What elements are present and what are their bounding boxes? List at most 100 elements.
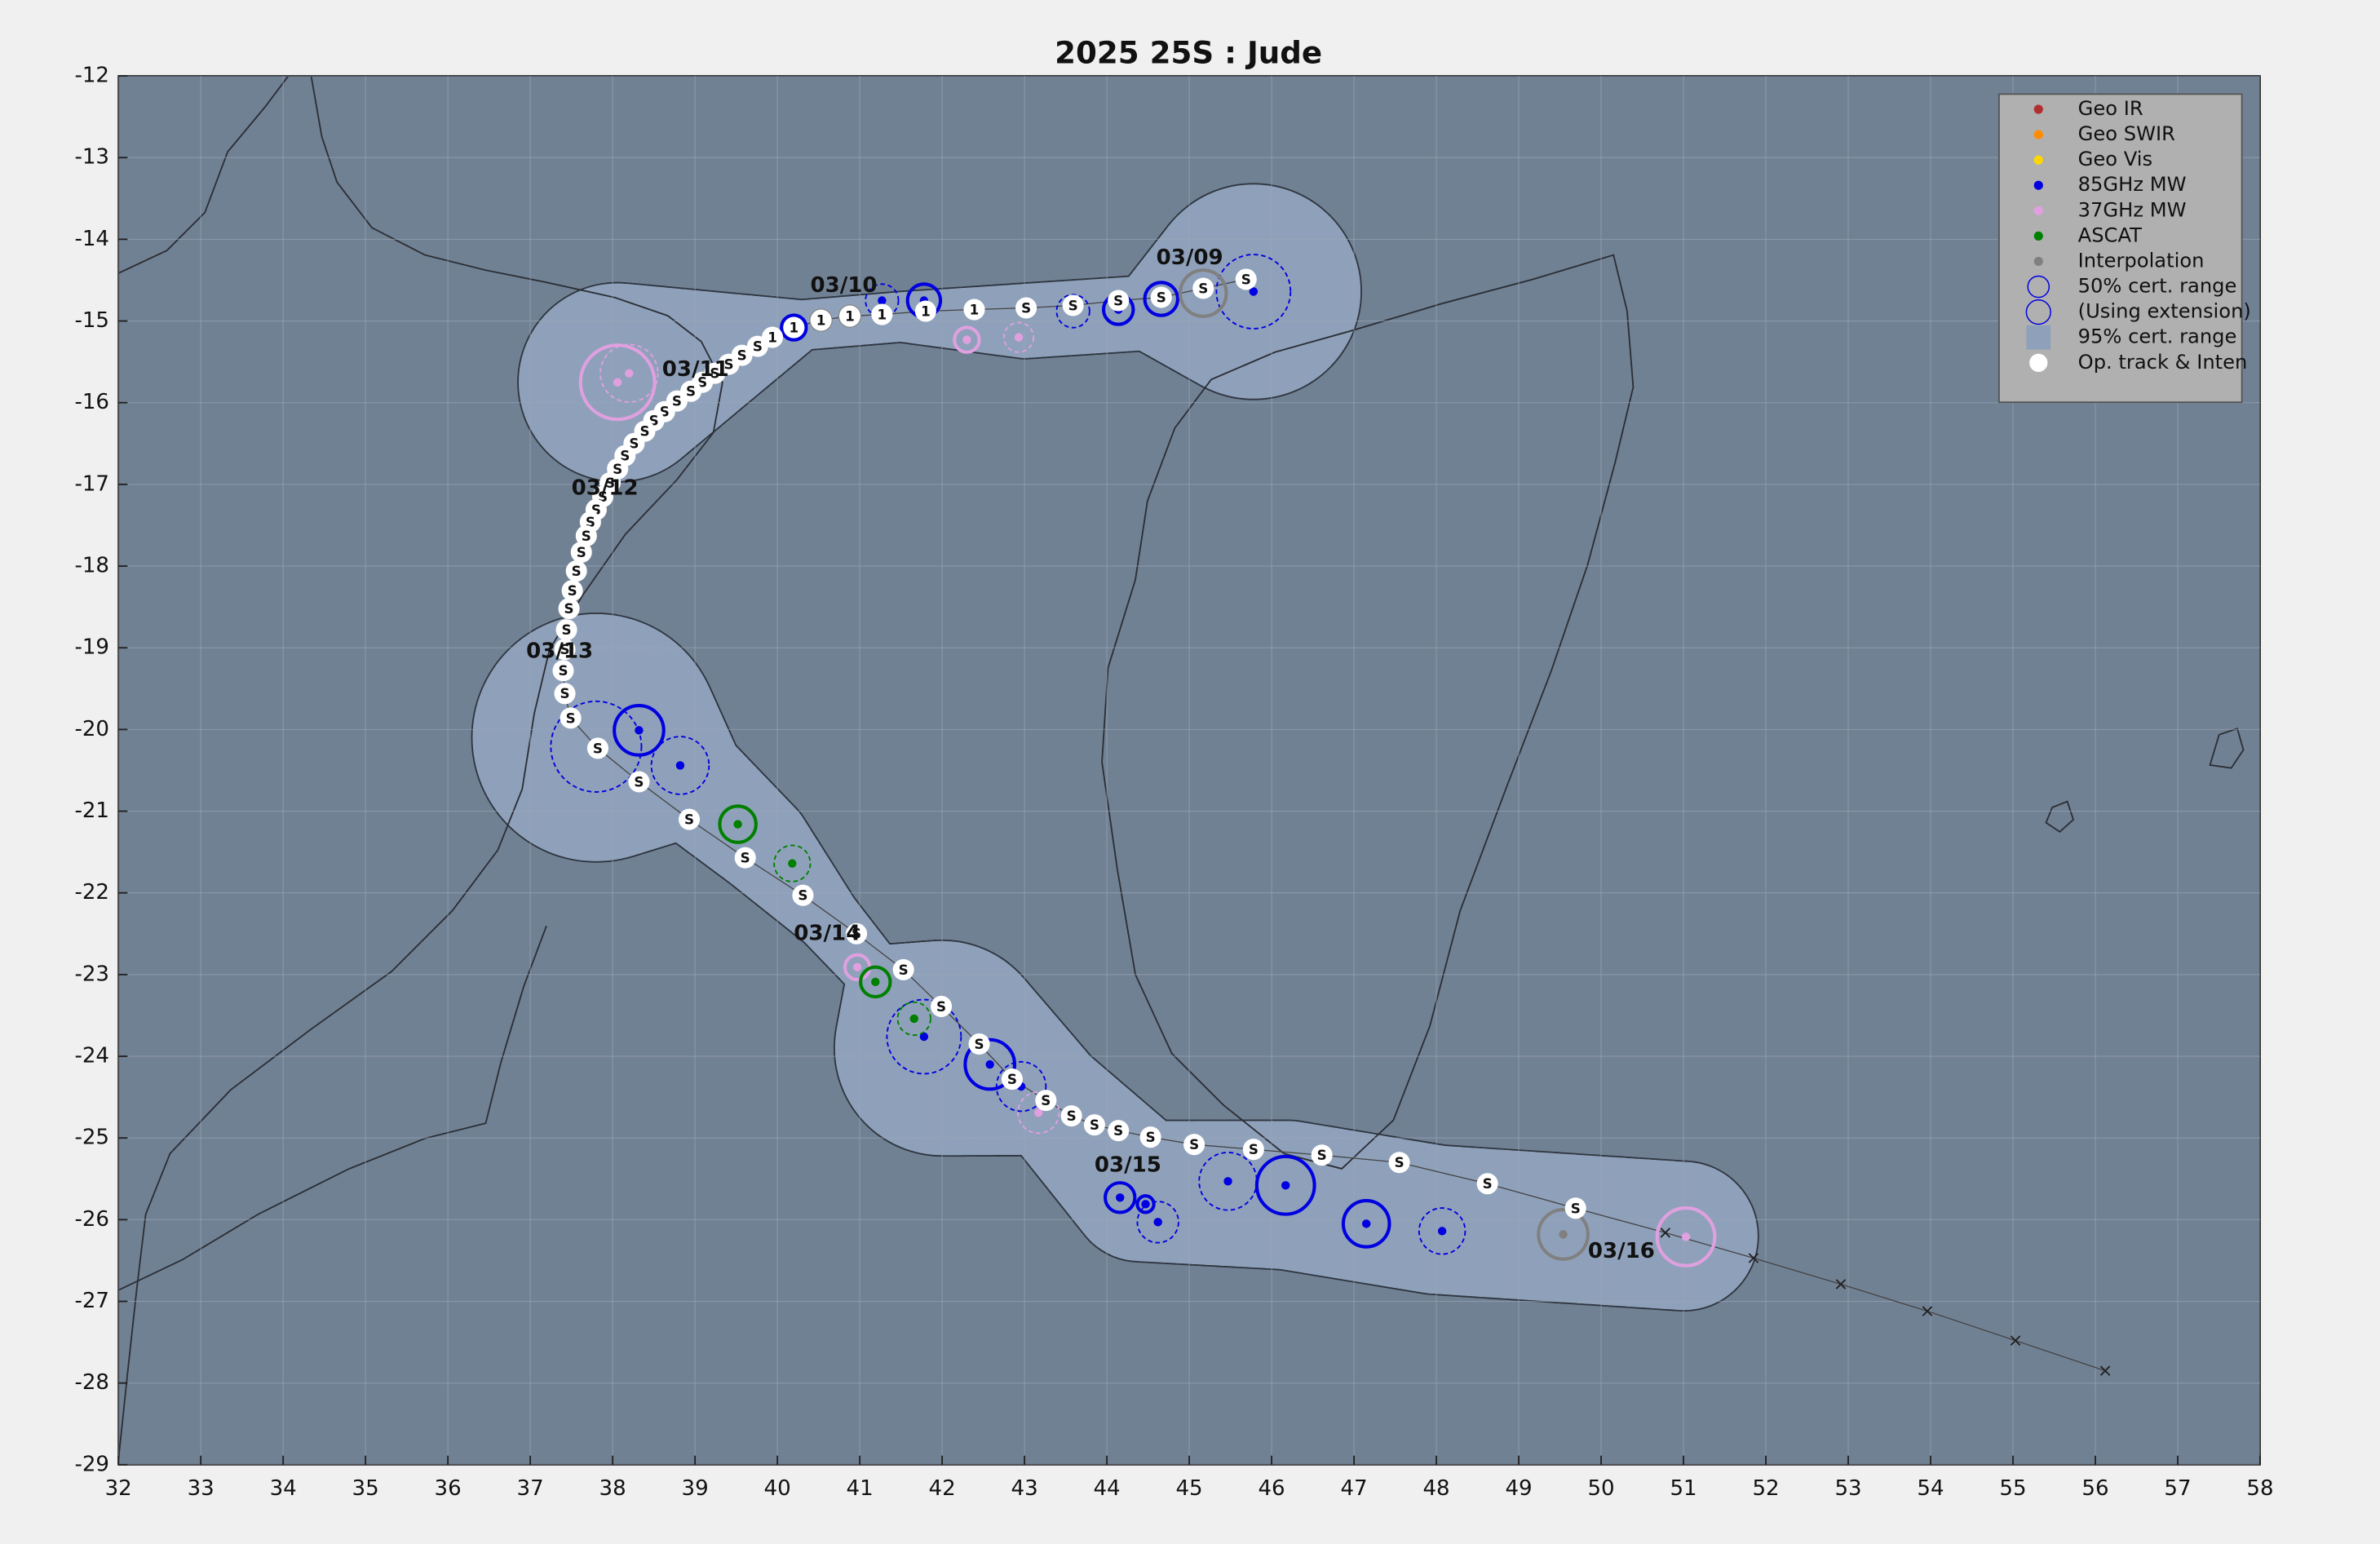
track-point xyxy=(846,922,868,945)
track-label: S xyxy=(1021,299,1031,316)
track-point xyxy=(931,995,953,1017)
track-label: S xyxy=(1198,280,1208,296)
track-point xyxy=(565,560,587,582)
track-point xyxy=(552,660,574,682)
cert-circle xyxy=(599,343,659,403)
track-label: S xyxy=(1317,1147,1327,1163)
legend-label: (Using extension) xyxy=(2078,300,2251,323)
y-tick-label: -28 xyxy=(74,1370,109,1395)
legend-marker xyxy=(2033,256,2043,267)
x-tick-label: 39 xyxy=(682,1476,709,1501)
track-point xyxy=(963,299,985,321)
legend-marker xyxy=(2033,180,2043,190)
cert-circle xyxy=(886,998,962,1075)
y-tick-label: -29 xyxy=(74,1452,109,1476)
track-point xyxy=(679,808,701,830)
track-label: S xyxy=(566,710,576,726)
track-label: S xyxy=(975,1036,984,1052)
track-point xyxy=(734,847,756,869)
track-point xyxy=(561,580,583,602)
cert-circle xyxy=(1135,1194,1156,1214)
fix-dot xyxy=(1034,1108,1043,1117)
fix-dot xyxy=(1559,1230,1568,1239)
track-label: S xyxy=(639,423,649,440)
fix-dot xyxy=(1141,1200,1150,1209)
fix-dot xyxy=(878,296,887,305)
x-tick-label: 57 xyxy=(2164,1476,2191,1501)
track-label: S xyxy=(1157,289,1166,305)
chart-title: 2025 25S : Jude xyxy=(1055,35,1322,71)
y-tick-label: -22 xyxy=(74,880,109,905)
track-label: 1 xyxy=(921,303,931,319)
track-label: S xyxy=(1113,1122,1123,1139)
track-x xyxy=(1835,1279,1847,1290)
date-label: 03/10 xyxy=(810,273,877,298)
legend-marker xyxy=(2029,353,2048,372)
track-point xyxy=(1060,1105,1082,1127)
track-point xyxy=(575,524,597,547)
legend-marker xyxy=(2026,325,2051,350)
x-tick-label: 56 xyxy=(2081,1476,2108,1501)
x-tick-label: 49 xyxy=(1505,1476,1532,1501)
fix-dot xyxy=(1361,1219,1371,1228)
track-label: S xyxy=(1146,1129,1156,1145)
date-label: 03/12 xyxy=(572,476,639,500)
track-point xyxy=(1311,1144,1333,1166)
track-point xyxy=(914,300,936,322)
track-point xyxy=(810,309,832,331)
track-label: 1 xyxy=(878,306,887,322)
track-label: S xyxy=(582,528,591,544)
legend-label: 50% cert. range xyxy=(2078,275,2237,298)
x-tick-label: 55 xyxy=(1999,1476,2026,1501)
x-tick-label: 47 xyxy=(1340,1476,1367,1501)
track-point xyxy=(1476,1173,1498,1195)
fix-dot xyxy=(1223,1177,1232,1186)
track-label: S xyxy=(577,544,586,560)
legend-marker xyxy=(2033,206,2043,215)
track-label: S xyxy=(564,600,574,617)
x-tick-label: 35 xyxy=(352,1476,379,1501)
marks-layer: SSSSSS1111111SSSSSSSSSSSSSSSSSSSSSSSSSSS… xyxy=(526,246,2111,1376)
track-label: S xyxy=(737,347,747,364)
cert-circle xyxy=(896,1001,931,1037)
track-point xyxy=(1108,290,1130,312)
x-tick-label: 41 xyxy=(847,1476,874,1501)
cert-circle xyxy=(650,736,710,795)
legend-label: Interpolation xyxy=(2078,249,2205,272)
legend-marker xyxy=(2033,155,2043,165)
track-label: S xyxy=(741,850,750,866)
track-label: S xyxy=(1189,1136,1199,1152)
track-point xyxy=(570,541,592,564)
cert-circle xyxy=(1254,1154,1316,1216)
track-label: S xyxy=(558,662,568,679)
x-tick-label: 43 xyxy=(1011,1476,1038,1501)
track-label: S xyxy=(572,563,582,579)
cert-circle xyxy=(1215,254,1292,330)
y-tick-label: -18 xyxy=(74,554,109,578)
track-label: 1 xyxy=(816,312,826,328)
fix-dot xyxy=(1437,1227,1447,1236)
cert-circle xyxy=(613,704,666,757)
date-label: 03/15 xyxy=(1095,1153,1161,1178)
cert-circle xyxy=(1178,268,1228,318)
track-x xyxy=(2010,1335,2021,1346)
y-tick-label: -26 xyxy=(74,1207,109,1232)
track-label: S xyxy=(1241,271,1251,287)
track-label: S xyxy=(723,356,733,373)
track-label: S xyxy=(560,685,570,701)
track-point xyxy=(1388,1152,1410,1174)
cert-circle xyxy=(859,965,892,999)
track-label: S xyxy=(672,393,682,409)
date-label: 03/16 xyxy=(1588,1239,1655,1263)
track-point xyxy=(554,639,576,661)
cert-circle xyxy=(1143,281,1179,317)
legend-label: ASCAT xyxy=(2078,223,2142,246)
track-point xyxy=(586,737,608,759)
track-point xyxy=(555,619,577,641)
x-tick-label: 51 xyxy=(1670,1476,1697,1501)
track-label: 1 xyxy=(768,330,777,346)
track-label: S xyxy=(1068,297,1078,313)
track-label: S xyxy=(568,582,577,599)
